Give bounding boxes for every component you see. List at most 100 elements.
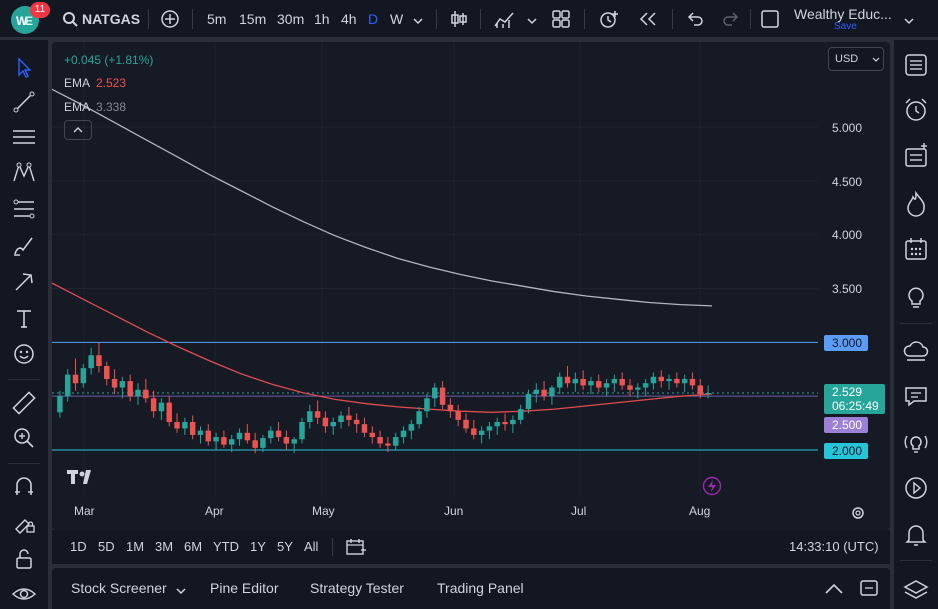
interval-4h[interactable]: 4h [341, 11, 357, 27]
candle-body [111, 378, 118, 388]
tab-stock-screener[interactable]: Stock Screener [71, 580, 167, 596]
range-3m[interactable]: 3M [155, 539, 174, 554]
range-6m[interactable]: 6M [184, 539, 203, 554]
fib-icon[interactable] [11, 196, 37, 222]
ema-fast-label[interactable]: EMA [64, 76, 91, 90]
magnet-icon[interactable] [11, 474, 37, 500]
chart-pane[interactable]: +0.045 (+1.81%) EMA 2.523 EMA 3.338 USD … [52, 42, 890, 530]
interval-w[interactable]: W [390, 11, 404, 27]
interval-1h[interactable]: 1h [314, 11, 330, 27]
calendar-icon[interactable] [346, 538, 366, 561]
tab-pine-editor[interactable]: Pine Editor [210, 580, 279, 596]
chats-cloud-icon[interactable] [902, 336, 930, 364]
candle-body [213, 437, 219, 442]
layers-icon[interactable] [902, 577, 930, 605]
range-1m[interactable]: 1M [126, 539, 145, 554]
ideas-bulb-icon[interactable] [902, 282, 930, 310]
currency-label: USD [835, 53, 859, 65]
candle-body [283, 437, 290, 444]
candle-body [510, 419, 516, 425]
interval-d[interactable]: D [368, 11, 379, 27]
chart-settings-icon[interactable] [850, 505, 866, 526]
chevron-up-icon[interactable] [824, 582, 844, 600]
range-1y[interactable]: 1Y [250, 539, 266, 554]
utc-clock[interactable]: 14:33:10 (UTC) [789, 539, 879, 554]
emoji-icon[interactable] [11, 341, 37, 367]
range-all[interactable]: All [304, 539, 319, 554]
range-5d[interactable]: 5D [98, 539, 115, 554]
candle-body [642, 383, 649, 388]
collapse-legend-button[interactable] [64, 120, 92, 140]
ema-fast-line [52, 282, 713, 413]
price-chart[interactable] [52, 42, 890, 530]
undo-icon[interactable] [686, 11, 704, 32]
tv-watermark [66, 468, 98, 491]
watchlist-icon[interactable] [902, 51, 930, 79]
level-2000-tag[interactable]: 2.000 [824, 443, 868, 459]
range-1d[interactable]: 1D [70, 539, 87, 554]
notifications-bell-icon[interactable] [902, 520, 930, 548]
candle-body [588, 381, 594, 386]
interval-30m[interactable]: 30m [277, 11, 305, 27]
lock-icon[interactable] [11, 546, 37, 572]
ruler-icon[interactable] [11, 390, 37, 416]
chevron-down-icon[interactable] [903, 14, 915, 32]
current-price-tag[interactable]: 2.529 06:25:49 [824, 384, 885, 414]
chat-bubble-icon[interactable] [902, 382, 930, 410]
range-ytd[interactable]: YTD [213, 539, 239, 554]
candle-body [268, 430, 274, 439]
candle-body [432, 387, 438, 399]
brush-icon[interactable] [11, 233, 37, 259]
redo-icon[interactable] [722, 11, 740, 32]
text-tool-icon[interactable] [11, 306, 37, 332]
arrow-tool-icon[interactable] [11, 269, 37, 295]
tab-strategy-tester[interactable]: Strategy Tester [310, 580, 404, 596]
compare-add-icon[interactable] [160, 9, 180, 34]
alarm-clock-icon[interactable] [902, 96, 930, 124]
events-icon[interactable] [702, 476, 722, 501]
candle-body [439, 387, 446, 405]
chevron-down-icon[interactable] [526, 14, 538, 32]
level-2500-tag[interactable]: 2.500 [824, 417, 868, 433]
range-5y[interactable]: 5Y [277, 539, 293, 554]
notification-badge[interactable]: 11 [30, 2, 50, 18]
chevron-down-icon[interactable] [412, 14, 424, 32]
hot-fire-icon[interactable] [902, 190, 930, 218]
date-axis-label: Jun [444, 504, 464, 518]
ema-slow-label[interactable]: EMA [64, 100, 91, 114]
candles-icon[interactable] [449, 9, 469, 34]
layouts-grid-icon[interactable] [552, 10, 570, 33]
tab-trading-panel[interactable]: Trading Panel [437, 580, 524, 596]
symbol-search[interactable]: NATGAS [82, 11, 141, 27]
streams-icon[interactable] [902, 428, 930, 456]
candle-body [697, 385, 704, 395]
level-3000-tag[interactable]: 3.000 [824, 335, 868, 351]
alert-clock-icon[interactable] [598, 9, 620, 34]
current-price: 2.529 [832, 385, 863, 399]
eye-icon[interactable] [11, 581, 37, 607]
interval-5m[interactable]: 5m [207, 11, 227, 27]
save-label[interactable]: Save [834, 21, 857, 32]
candle-body [314, 411, 321, 418]
horizontal-lines-icon[interactable] [11, 124, 37, 150]
chevron-down-icon[interactable] [175, 584, 187, 602]
trend-line-icon[interactable] [11, 89, 37, 115]
candle-body [681, 378, 688, 384]
add-list-icon[interactable] [902, 142, 930, 170]
play-video-icon[interactable] [902, 474, 930, 502]
interval-15m[interactable]: 15m [239, 11, 267, 27]
search-icon[interactable] [62, 11, 78, 32]
lock-drawing-icon[interactable] [11, 510, 37, 536]
indicators-icon[interactable] [494, 9, 516, 34]
calendar-grid-icon[interactable] [902, 235, 930, 263]
cursor-icon[interactable] [11, 55, 37, 81]
layout-square-icon[interactable] [761, 10, 779, 33]
pattern-icon[interactable] [11, 160, 37, 186]
replay-icon[interactable] [638, 11, 658, 32]
currency-select[interactable]: USD [828, 47, 884, 71]
candle-body [556, 376, 563, 388]
layout-name[interactable]: Wealthy Educ... [794, 6, 892, 22]
maximize-panel-icon[interactable] [860, 579, 878, 602]
zoom-in-icon[interactable] [11, 425, 37, 451]
candle-body [353, 419, 360, 425]
